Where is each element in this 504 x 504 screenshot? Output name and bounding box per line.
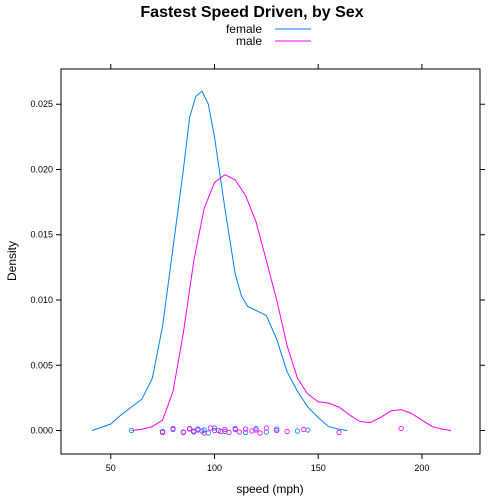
rug-point-male — [243, 426, 249, 432]
y-axis-label: Density — [5, 241, 19, 281]
rug-point-female — [294, 428, 301, 434]
legend-label-female: female — [226, 22, 262, 36]
x-tick-label: 100 — [207, 463, 222, 473]
rug-point-male — [222, 426, 228, 433]
rug-point-male — [236, 429, 242, 435]
rug-points — [128, 425, 404, 436]
legend: female male — [226, 22, 311, 48]
chart-title: Fastest Speed Driven, by Sex — [140, 4, 363, 21]
rug-point-male — [301, 426, 307, 433]
rug-point-male — [187, 426, 193, 432]
x-tick-label: 50 — [106, 463, 116, 473]
rug-point-male — [218, 428, 224, 435]
rug-point-male — [170, 425, 176, 432]
rug-point-male — [249, 428, 255, 434]
rug-point-female — [253, 425, 259, 432]
rug-point-male — [211, 427, 218, 434]
y-axis: 0.000 0.005 0.010 0.015 0.020 0.025 — [30, 99, 485, 436]
y-tick-label: 0.005 — [30, 360, 53, 370]
legend-label-male: male — [236, 34, 262, 48]
rug-point-male — [274, 427, 280, 434]
x-axis: 50 100 150 200 — [106, 64, 429, 473]
y-tick-label: 0.010 — [30, 295, 53, 305]
x-tick-label: 200 — [414, 463, 429, 473]
x-tick-label: 150 — [311, 463, 326, 473]
x-axis-label: speed (mph) — [236, 482, 303, 496]
rug-point-female — [263, 429, 269, 435]
rug-point-female — [243, 429, 249, 436]
rug-point-male — [336, 429, 342, 436]
rug-point-female — [305, 427, 311, 433]
rug-point-male — [257, 430, 263, 436]
rug-point-male — [207, 425, 213, 431]
rug-point-male — [398, 425, 404, 432]
rug-point-male — [201, 430, 207, 436]
y-tick-label: 0.025 — [30, 99, 53, 109]
rug-point-male — [195, 427, 201, 433]
rug-point-male — [232, 425, 238, 432]
rug-point-female — [128, 427, 135, 434]
rug-point-female — [274, 426, 280, 432]
y-tick-label: 0.000 — [30, 426, 53, 436]
density-curves — [91, 90, 452, 431]
rug-point-male — [160, 429, 166, 436]
rug-point-male — [226, 429, 232, 436]
density-line-male — [131, 174, 452, 431]
y-tick-label: 0.020 — [30, 164, 53, 174]
density-line-female — [91, 90, 348, 431]
y-tick-label: 0.015 — [30, 230, 53, 240]
rug-point-male — [284, 428, 290, 435]
rug-point-male — [180, 429, 186, 435]
rug-point-male — [263, 425, 269, 431]
rug-point-male — [253, 427, 259, 433]
plot-panel — [60, 68, 481, 455]
rug-point-female — [205, 430, 211, 436]
rug-point-female — [201, 427, 207, 433]
